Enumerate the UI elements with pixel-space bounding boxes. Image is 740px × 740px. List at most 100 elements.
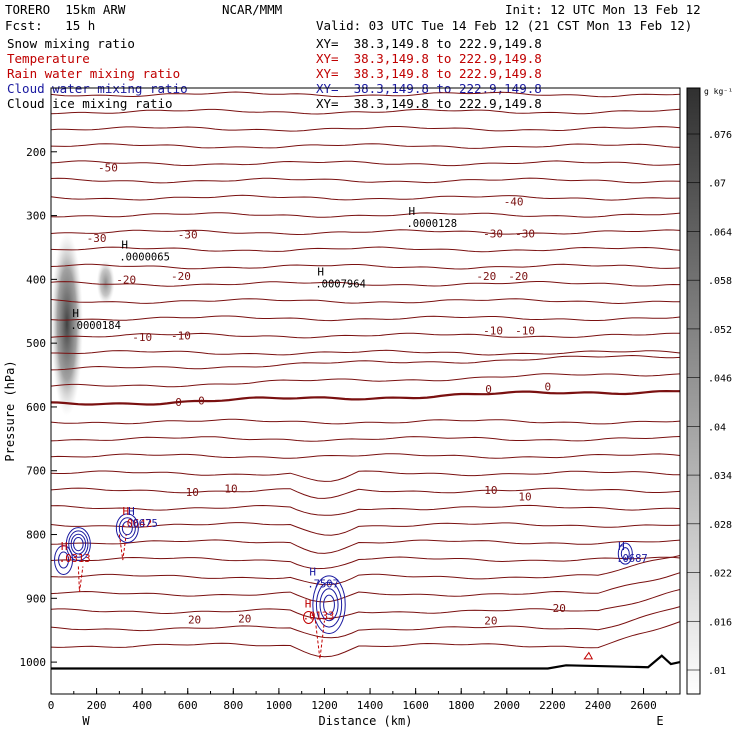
temperature-label: 20 — [188, 613, 201, 626]
max-marker: H — [317, 266, 324, 279]
max-value-label: .0000065 — [119, 251, 170, 263]
isotherm-line — [50, 621, 681, 658]
isotherm-line — [50, 453, 681, 459]
model-title: TORERO 15km ARW — [5, 2, 126, 17]
isotherm-line — [50, 126, 681, 132]
y-tick-label: 200 — [26, 146, 46, 159]
cloud-water-contour — [312, 575, 346, 634]
isotherm-line — [50, 143, 681, 149]
colorbar-tick-label: .022 — [708, 569, 732, 580]
cloud-water-contour — [620, 547, 630, 561]
max-value-label: .0000184 — [70, 320, 121, 332]
y-tick-label: 500 — [26, 337, 46, 350]
isotherm-line — [50, 177, 681, 184]
temperature-label: 10 — [224, 483, 237, 496]
cloud-water-contour — [54, 545, 74, 575]
temperature-label: 10 — [186, 486, 199, 499]
east-end-label: E — [656, 714, 663, 728]
rain-contour — [314, 620, 325, 659]
y-axis-label: Pressure (hPa) — [3, 360, 17, 461]
field-name-temperature: Temperature — [7, 51, 90, 66]
temperature-label: -10 — [515, 324, 535, 337]
cloud-water-contour — [68, 530, 89, 558]
terrain-marker — [583, 651, 594, 660]
y-tick-label: 400 — [26, 273, 46, 286]
isotherm-line — [50, 522, 681, 536]
max-marker: H — [305, 597, 312, 610]
isotherm-line — [50, 470, 681, 482]
y-tick-label: 600 — [26, 401, 46, 414]
isotherm-line — [50, 108, 681, 115]
x-axis-label: Distance (km) — [319, 714, 413, 728]
isotherm-line — [50, 539, 681, 554]
rain-contour — [77, 566, 84, 593]
cloud-water-contour — [118, 517, 136, 540]
isotherm-line — [50, 281, 681, 287]
max-value-label: .0000128 — [406, 218, 457, 230]
snow-shading-small — [96, 260, 115, 305]
max-marker: H — [618, 540, 625, 553]
field-name-snow: Snow mixing ratio — [7, 36, 135, 51]
colorbar-tick-label: .064 — [708, 227, 732, 238]
x-tick-label: 2400 — [585, 699, 612, 712]
cloud-water-contour — [315, 581, 343, 628]
max-marker: H — [121, 238, 128, 251]
y-tick-label: 1000 — [20, 656, 47, 669]
colorbar-tick-label: .028 — [708, 520, 732, 531]
temperature-label: -30 — [87, 232, 107, 245]
x-tick-label: 400 — [132, 699, 152, 712]
isotherm-line — [50, 589, 681, 620]
max-marker: H — [72, 307, 79, 320]
max-value-label: .0687 — [616, 553, 648, 565]
center-label: NCAR/MMM — [222, 2, 283, 17]
isotherm-line — [50, 212, 681, 218]
temperature-label: -40 — [504, 196, 524, 209]
cloud-water-contour — [70, 533, 87, 555]
temperature-label: -10 — [132, 331, 152, 344]
field-xy-temperature: XY= 38.3,149.8 to 222.9,149.8 — [316, 51, 542, 66]
temperature-label: 0 — [545, 381, 552, 394]
max-value-label: .0675 — [126, 518, 158, 530]
init-time: Init: 12 UTC Mon 13 Feb 12 — [505, 2, 701, 17]
x-tick-label: 1800 — [448, 699, 475, 712]
temperature-label: -50 — [98, 162, 118, 175]
x-tick-label: 0 — [48, 699, 55, 712]
cloud-water-contour — [58, 551, 70, 569]
field-xy-cloud-ice: XY= 38.3,149.8 to 222.9,149.8 — [316, 96, 542, 111]
isotherm-line — [50, 555, 681, 586]
isotherm-line — [50, 332, 681, 339]
max-marker: H — [122, 505, 129, 518]
valid-time: Valid: 03 UTC Tue 14 Feb 12 (21 CST Mon … — [316, 18, 693, 33]
x-tick-label: 1200 — [311, 699, 338, 712]
west-end-label: W — [82, 714, 90, 728]
isotherm-line — [50, 246, 681, 253]
cloud-water-contour — [115, 513, 139, 543]
cloud-water-contour — [323, 594, 335, 615]
temperature-label: 20 — [484, 615, 497, 628]
cloud-water-contour — [319, 588, 339, 622]
x-tick-label: 200 — [87, 699, 107, 712]
colorbar-tick-label: .07 — [708, 179, 726, 190]
max-value-label: .0007964 — [315, 279, 366, 291]
x-tick-label: 2000 — [494, 699, 521, 712]
isotherm-line — [50, 418, 681, 425]
max-value-label: .0642 — [120, 518, 152, 530]
temperature-label: 20 — [238, 613, 251, 626]
isotherm-line — [50, 436, 681, 442]
isotherm-line — [50, 315, 681, 322]
temperature-label: 10 — [484, 484, 497, 497]
x-tick-label: 600 — [178, 699, 198, 712]
isotherm-line — [50, 354, 681, 371]
temperature-label: -20 — [476, 270, 496, 283]
max-value-label: .7507 — [307, 579, 339, 591]
isotherm-line — [50, 487, 681, 499]
isotherm-line — [50, 504, 681, 516]
isotherm-line — [50, 556, 681, 570]
cloud-water-contour — [73, 536, 84, 552]
temperature-label: -20 — [508, 270, 528, 283]
x-tick-label: 2600 — [630, 699, 657, 712]
max-marker: H — [309, 566, 316, 579]
y-tick-label: 700 — [26, 465, 46, 478]
isotherm-line — [50, 389, 680, 406]
